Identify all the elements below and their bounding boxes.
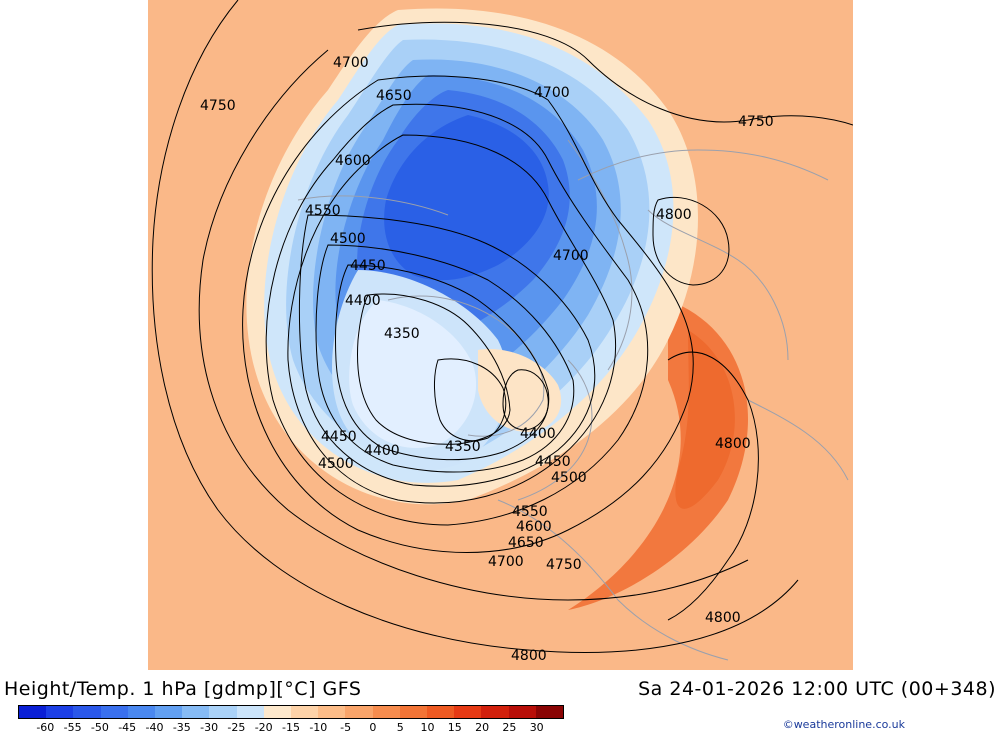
contour-label: 4550: [512, 504, 548, 520]
contour-label: 4500: [318, 456, 354, 472]
contour-label: 4800: [511, 648, 547, 664]
contour-label: 4700: [333, 55, 369, 71]
contour-label: 4750: [546, 557, 582, 573]
contour-label: 4700: [488, 554, 524, 570]
color-swatch: [127, 706, 156, 718]
color-swatch: [100, 706, 128, 718]
contour-label: 4500: [551, 470, 587, 486]
color-swatch: [236, 706, 264, 718]
color-swatch: [535, 706, 564, 718]
contour-label: 4600: [516, 519, 552, 535]
contour-label: 4700: [534, 85, 570, 101]
color-swatch: [345, 706, 373, 718]
color-scale-label: -15: [282, 721, 300, 734]
contour-label: 4350: [384, 326, 420, 342]
color-swatch: [372, 706, 400, 718]
contour-label: 4750: [738, 114, 774, 130]
map-title: Height/Temp. 1 hPa [gdmp][°C] GFS: [4, 678, 362, 700]
contour-label: 4450: [321, 429, 357, 445]
contour-label: 4400: [364, 443, 400, 459]
color-swatch: [73, 706, 101, 718]
contour-label: 4650: [508, 535, 544, 551]
contour-label: 4600: [335, 153, 371, 169]
color-scale-label: 25: [502, 721, 517, 734]
contour-label: 4400: [520, 426, 556, 442]
contour-label: 4450: [350, 258, 386, 274]
color-scale-label: 20: [475, 721, 490, 734]
contour-label: 4550: [305, 203, 341, 219]
color-scale-label: -35: [172, 721, 191, 734]
forecast-datetime: Sa 24-01-2026 12:00 UTC (00+348): [638, 678, 996, 700]
color-swatch: [508, 706, 536, 718]
color-swatch: [454, 706, 482, 718]
color-scale-label: -60: [36, 721, 55, 734]
color-swatch: [399, 706, 428, 718]
color-scale-label: -10: [309, 721, 328, 734]
color-swatch: [46, 706, 74, 718]
credit-link[interactable]: ©weatheronline.co.uk: [782, 718, 905, 731]
color-swatch: [291, 706, 319, 718]
color-scale-label: -55: [63, 721, 82, 734]
height-contours: [151, 0, 853, 653]
color-swatch: [155, 706, 183, 718]
color-scale-label: -25: [227, 721, 246, 734]
color-scale-label: -20: [254, 721, 273, 734]
country-borders: [297, 139, 849, 661]
color-scale-label: 0: [369, 721, 377, 734]
color-scale-label: 15: [447, 721, 462, 734]
color-scale-bar: [18, 705, 564, 719]
color-scale-label: 10: [420, 721, 435, 734]
color-scale-label: -40: [145, 721, 164, 734]
contour-label: 4400: [345, 293, 381, 309]
contour-label: 4350: [445, 439, 481, 455]
color-scale-label: -5: [340, 721, 352, 734]
color-scale-label: -50: [90, 721, 109, 734]
color-scale-label: 5: [396, 721, 404, 734]
contour-labels: 4700 4750 4650 4700 4750 4600 4800 4550 …: [200, 55, 774, 664]
color-swatch: [318, 706, 346, 718]
color-scale-label: -30: [200, 721, 219, 734]
color-swatch: [209, 706, 237, 718]
contour-label: 4700: [553, 248, 589, 264]
color-swatch: [481, 706, 509, 718]
contour-label: 4750: [200, 98, 236, 114]
contour-label: 4800: [656, 207, 692, 223]
weather-map: 4700 4750 4650 4700 4750 4600 4800 4550 …: [148, 0, 853, 670]
color-swatch: [263, 706, 292, 718]
color-scale-label: 30: [529, 721, 544, 734]
contour-label: 4800: [715, 436, 751, 452]
contour-label: 4800: [705, 610, 741, 626]
color-scale-labels: -60 -55 -50 -45 -40 -35 -30 -25 -20 -15 -10 -5 0 5 10 1…: [18, 721, 564, 734]
color-swatch: [19, 706, 47, 718]
contour-label: 4500: [330, 231, 366, 247]
contour-label: 4650: [376, 88, 412, 104]
color-scale-label: -45: [118, 721, 137, 734]
color-swatch: [427, 706, 455, 718]
color-swatch: [182, 706, 210, 718]
contour-label: 4450: [535, 454, 571, 470]
